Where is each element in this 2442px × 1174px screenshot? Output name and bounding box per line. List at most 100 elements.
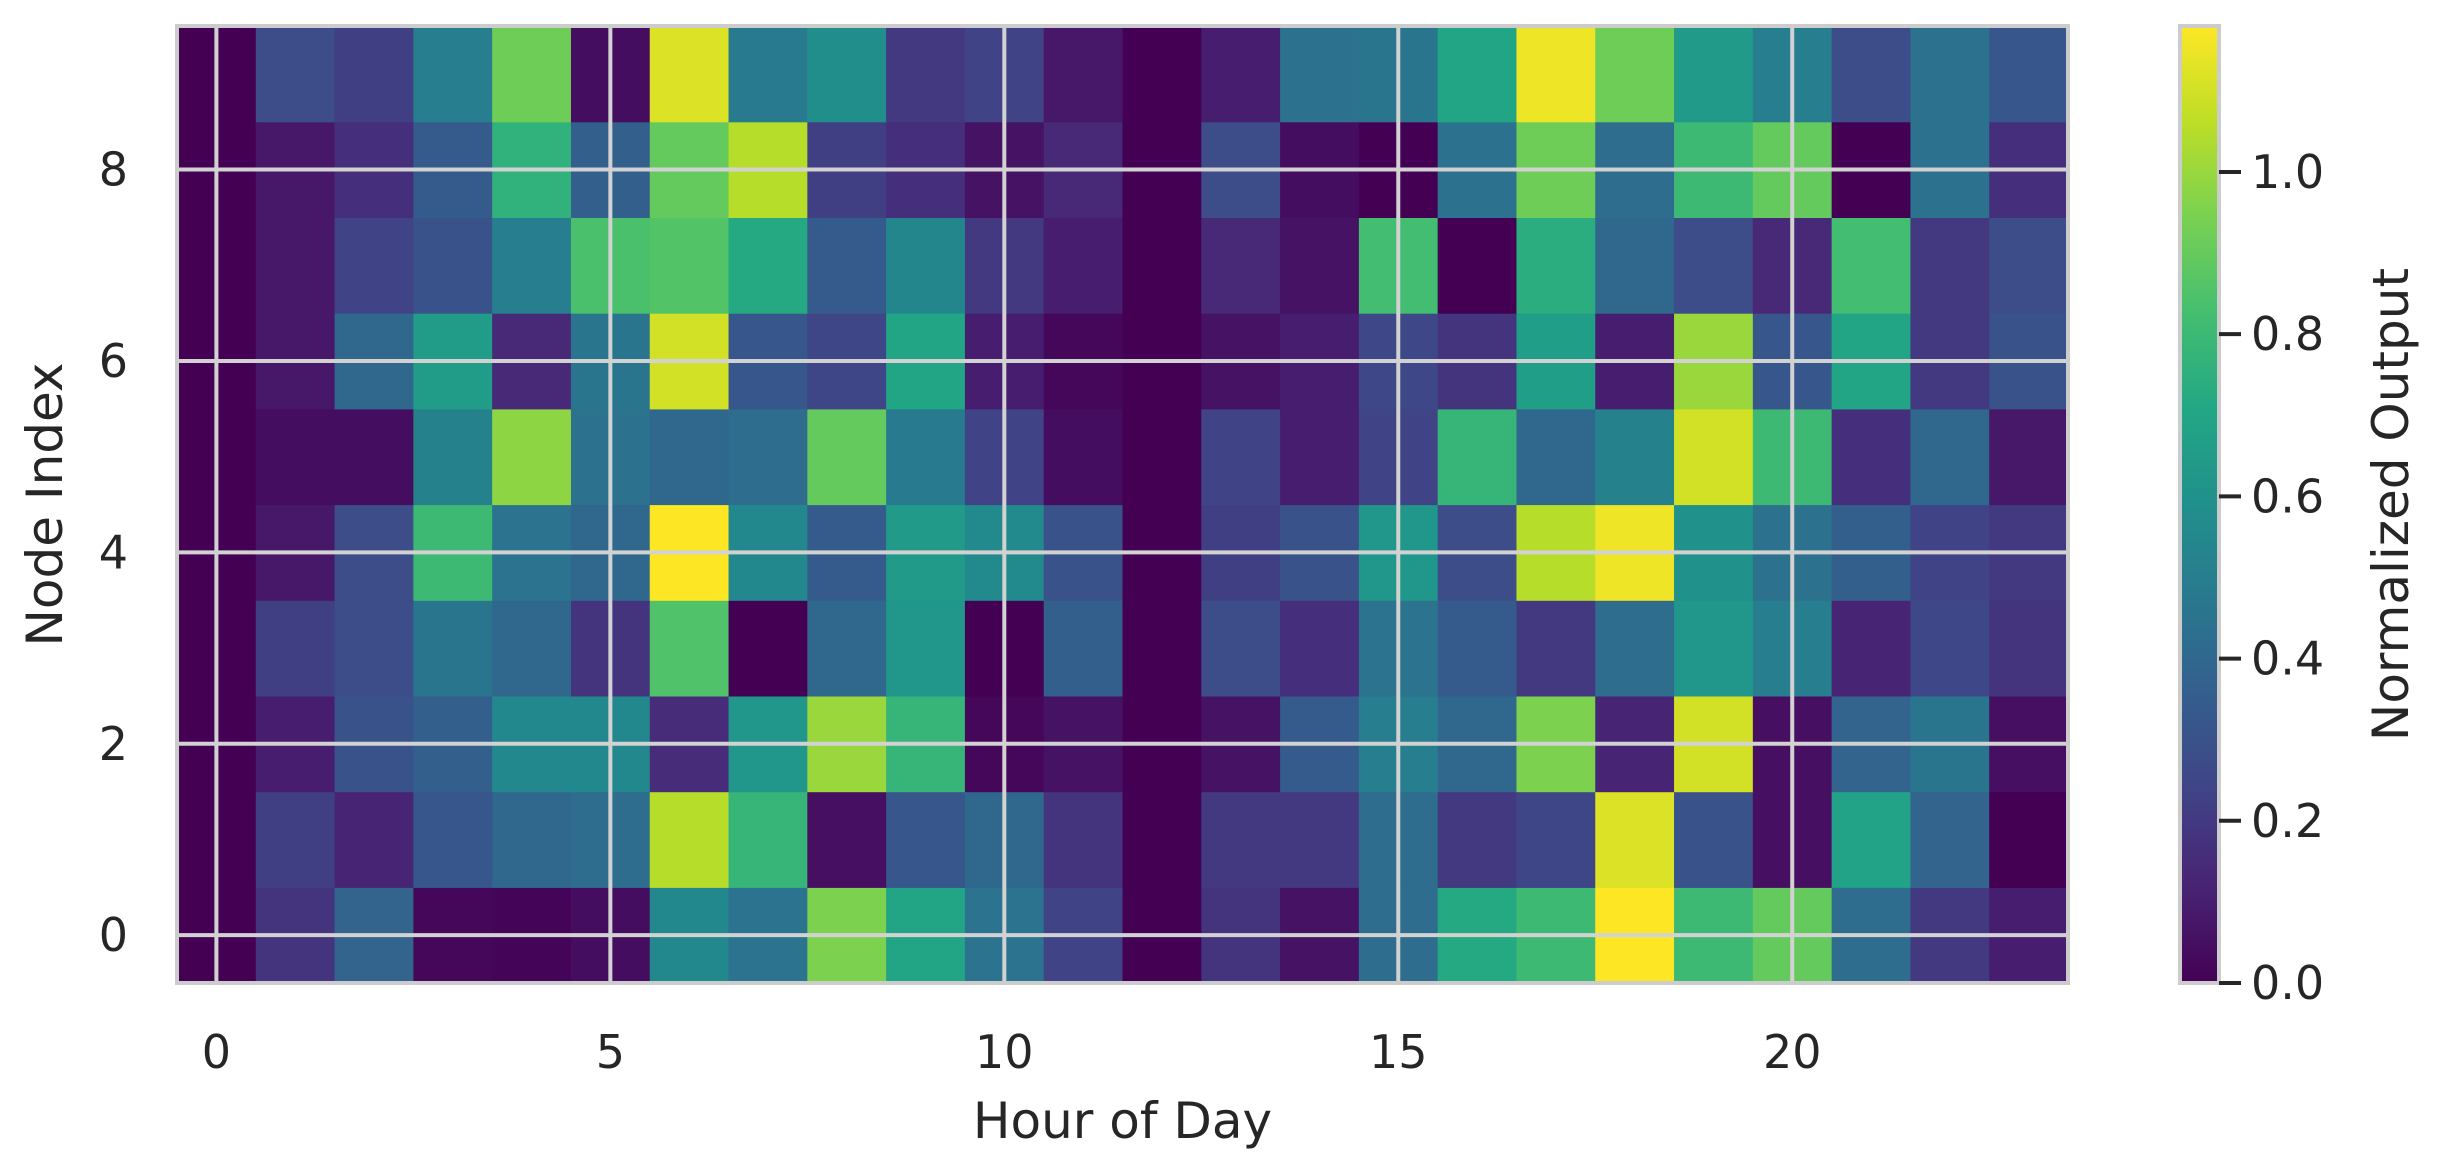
heatmap-cell bbox=[1122, 791, 1202, 888]
heatmap-cell bbox=[886, 26, 966, 123]
heatmap-cell bbox=[492, 217, 572, 314]
heatmap-cell bbox=[413, 26, 493, 123]
heatmap-cell bbox=[1910, 408, 1990, 506]
heatmap-cell bbox=[1674, 600, 1754, 697]
heatmap-cell bbox=[1831, 26, 1912, 123]
heatmap-cell bbox=[1674, 408, 1754, 506]
colorbar-label: Normalized Output bbox=[2362, 268, 2420, 741]
heatmap-cell bbox=[1516, 600, 1596, 697]
heatmap-cell bbox=[649, 217, 730, 314]
y-tick-label: 4 bbox=[99, 525, 128, 579]
heatmap-cell bbox=[492, 600, 572, 697]
heatmap-cell bbox=[1437, 600, 1518, 697]
heatmap-cell bbox=[807, 600, 887, 697]
x-axis-ticks: 0 5 10 15 20 bbox=[202, 1025, 1822, 1079]
heatmap-cell bbox=[886, 408, 966, 506]
heatmap-cell bbox=[1280, 791, 1360, 888]
x-axis-label: Hour of Day bbox=[973, 1092, 1272, 1150]
heatmap-cell bbox=[334, 791, 414, 888]
colorbar bbox=[2178, 24, 2221, 985]
heatmap-cell bbox=[1989, 600, 2069, 697]
heatmap-cell bbox=[1201, 600, 1281, 697]
heatmap-cell bbox=[1043, 600, 1124, 697]
heatmap-cell bbox=[334, 217, 414, 314]
heatmap-cell bbox=[728, 217, 808, 314]
heatmap-cell bbox=[1280, 26, 1360, 123]
heatmap-cell bbox=[1437, 791, 1518, 888]
heatmap-cell bbox=[1280, 408, 1360, 506]
heatmap-cell bbox=[1201, 791, 1281, 888]
heatmap-cell bbox=[255, 600, 336, 697]
heatmap-cell bbox=[1280, 217, 1360, 314]
heatmap-cell bbox=[1910, 791, 1990, 888]
x-tick-label: 5 bbox=[596, 1025, 625, 1079]
heatmap-cell bbox=[1674, 217, 1754, 314]
heatmap-cell bbox=[728, 26, 808, 123]
heatmap-cell bbox=[413, 408, 493, 506]
heatmap-cell bbox=[1910, 600, 1990, 697]
heatmap-cell bbox=[255, 217, 336, 314]
heatmap-cell bbox=[413, 217, 493, 314]
heatmap-cell bbox=[1989, 408, 2069, 506]
heatmap-cell bbox=[1831, 600, 1912, 697]
heatmap-cell bbox=[492, 408, 572, 506]
heatmap-cell bbox=[649, 408, 730, 506]
grid-lines bbox=[177, 26, 2068, 983]
heatmap-cell bbox=[1516, 408, 1596, 506]
heatmap-cell bbox=[886, 600, 966, 697]
heatmap-cell bbox=[649, 791, 730, 888]
heatmap-cell bbox=[255, 408, 336, 506]
heatmap-cell bbox=[649, 600, 730, 697]
heatmap-cell bbox=[1595, 791, 1675, 888]
heatmap-cell bbox=[1595, 408, 1675, 506]
y-tick-label: 0 bbox=[99, 908, 128, 962]
heatmap-cell bbox=[807, 217, 887, 314]
heatmap-cell bbox=[1201, 408, 1281, 506]
heatmap-cell bbox=[334, 408, 414, 506]
heatmap-cell bbox=[1437, 408, 1518, 506]
heatmap-cell bbox=[728, 408, 808, 506]
heatmap-cell bbox=[1280, 600, 1360, 697]
colorbar-tick-label: 1.0 bbox=[2251, 145, 2324, 199]
heatmap-cell bbox=[1674, 26, 1754, 123]
y-tick-label: 2 bbox=[99, 717, 128, 771]
x-tick-label: 20 bbox=[1763, 1025, 1822, 1079]
heatmap-cell bbox=[1989, 26, 2069, 123]
heatmap-cell bbox=[413, 791, 493, 888]
heatmap-cell bbox=[1595, 600, 1675, 697]
y-axis-ticks: 0 2 4 6 8 bbox=[99, 143, 128, 963]
heatmap-cell bbox=[255, 26, 336, 123]
heatmap-cell bbox=[1122, 408, 1202, 506]
heatmap-cell bbox=[255, 791, 336, 888]
heatmap-cell bbox=[807, 791, 887, 888]
y-tick-label: 8 bbox=[99, 143, 128, 197]
y-tick-label: 6 bbox=[99, 334, 128, 388]
heatmap-cell bbox=[1043, 26, 1124, 123]
colorbar-tick-label: 0.0 bbox=[2251, 956, 2324, 1010]
heatmap-cell bbox=[807, 26, 887, 123]
heatmap-cell bbox=[1437, 26, 1518, 123]
heatmap-cell bbox=[886, 217, 966, 314]
y-axis-label: Node Index bbox=[16, 362, 74, 646]
heatmap-cell bbox=[1595, 217, 1675, 314]
heatmap-cell bbox=[1201, 26, 1281, 123]
x-tick-label: 0 bbox=[202, 1025, 231, 1079]
colorbar-tick-label: 0.4 bbox=[2251, 632, 2324, 686]
heatmap-cell bbox=[1831, 791, 1912, 888]
heatmap-cell bbox=[492, 791, 572, 888]
heatmap-cell bbox=[334, 26, 414, 123]
heatmap-cell bbox=[1043, 408, 1124, 506]
heatmap-cell bbox=[1831, 217, 1912, 314]
heatmap-cell bbox=[728, 791, 808, 888]
x-tick-label: 10 bbox=[975, 1025, 1034, 1079]
heatmap-cell bbox=[649, 26, 730, 123]
heatmap-cell bbox=[1201, 217, 1281, 314]
heatmap-cell bbox=[1674, 791, 1754, 888]
heatmap-cell bbox=[492, 26, 572, 123]
heatmap-cell bbox=[1516, 791, 1596, 888]
heatmap-cell bbox=[1831, 408, 1912, 506]
heatmap-cell bbox=[1989, 791, 2069, 888]
heatmap-cell bbox=[1595, 26, 1675, 123]
heatmap-cell bbox=[1910, 217, 1990, 314]
